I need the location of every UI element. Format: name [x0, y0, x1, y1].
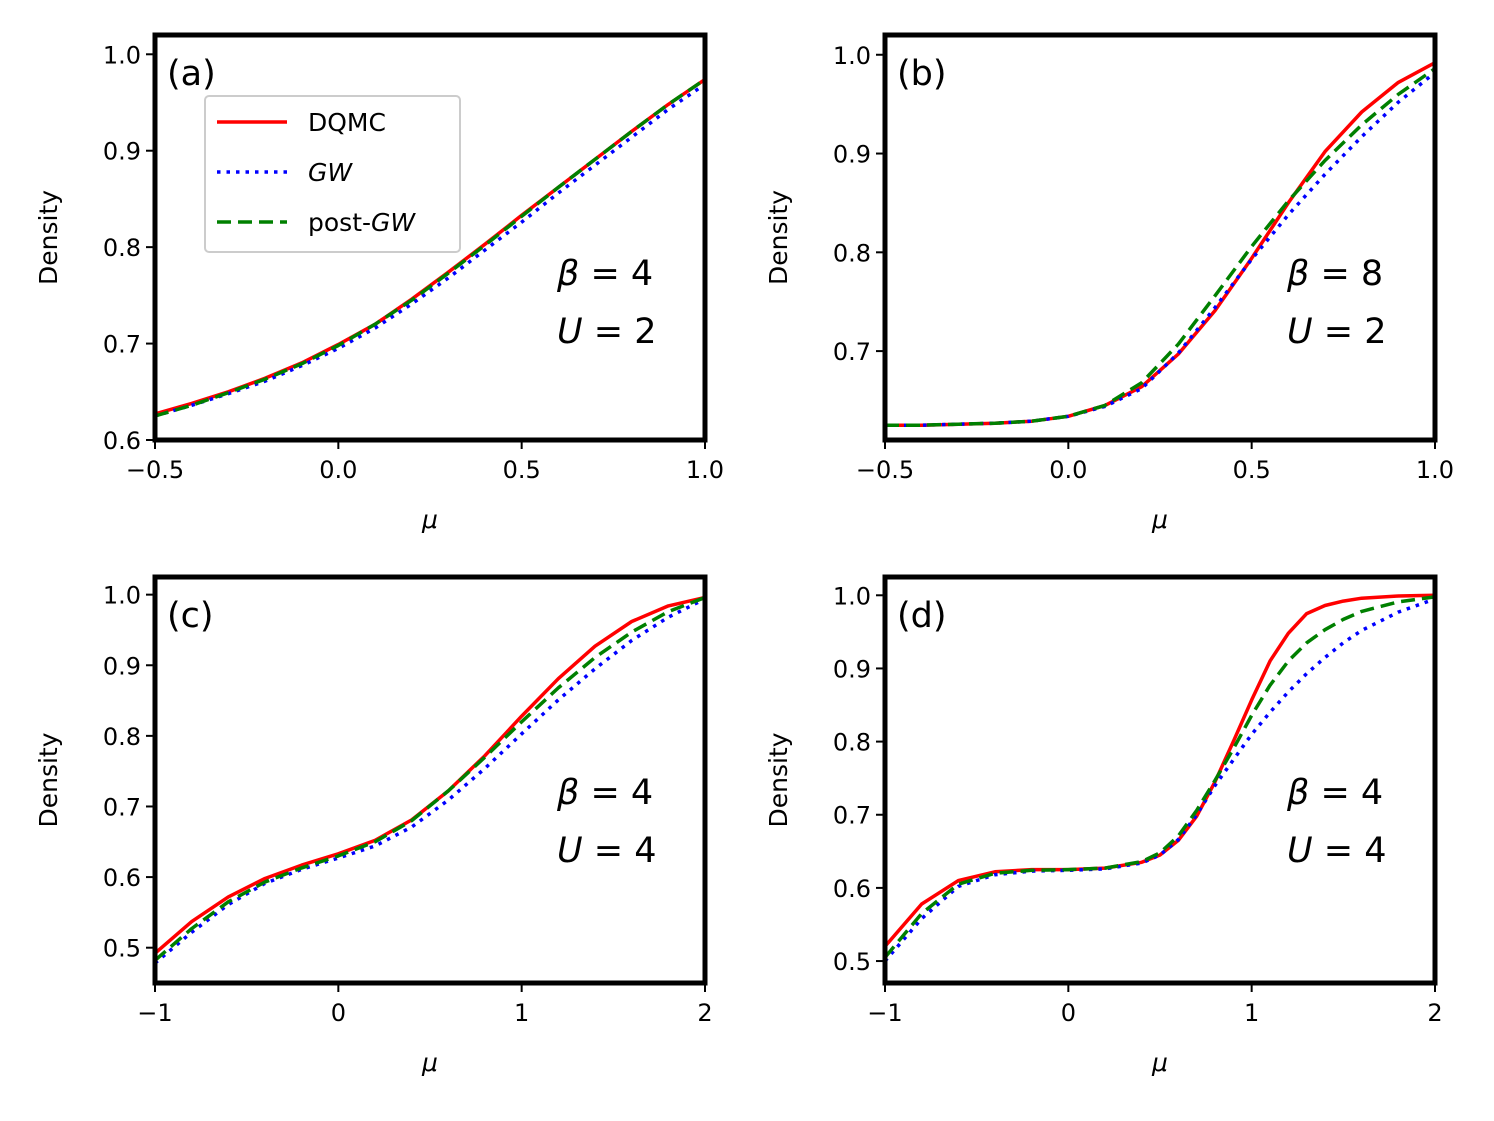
series-group — [885, 61, 1435, 427]
y-tick-label: 1.0 — [103, 582, 141, 610]
annotation-u: U = 4 — [557, 831, 656, 871]
y-tick-label: 0.9 — [833, 655, 871, 683]
y-tick-label: 1.0 — [833, 582, 871, 610]
y-tick-label: 0.8 — [833, 239, 871, 267]
annotation-beta: β = 8 — [1286, 254, 1383, 294]
x-axis-label: μ — [1151, 1048, 1168, 1077]
x-tick-label: −0.5 — [856, 456, 914, 484]
axes-frame — [152, 32, 708, 443]
y-tick-label: 0.9 — [833, 141, 871, 169]
annotation-u: U = 4 — [1287, 831, 1386, 871]
series-line-gw — [885, 71, 1435, 427]
panel-a: −0.5 0.0 0.5 1.0 0.6 0.7 0.8 0.9 1.0 μ Density (a) β… — [34, 32, 724, 534]
x-tick-label: −1 — [137, 999, 172, 1027]
y-tick-label: 0.7 — [833, 338, 871, 366]
y-tick-label: 0.8 — [103, 723, 141, 751]
y-tick-label: 0.7 — [103, 793, 141, 821]
axes-frame — [882, 32, 1438, 443]
y-tick-label: 0.6 — [103, 427, 141, 455]
x-axis-label: μ — [421, 505, 438, 534]
y-axis-label: Density — [764, 190, 793, 285]
x-tick-label: 0.5 — [1233, 456, 1271, 484]
annotation-u: U = 2 — [557, 312, 656, 352]
series-group — [885, 593, 1435, 963]
y-tick-label: 0.7 — [103, 331, 141, 359]
series-line-gw — [155, 597, 705, 965]
series-group — [155, 77, 705, 418]
axes-frame — [152, 574, 708, 986]
x-tick-label: −0.5 — [126, 456, 184, 484]
annotation-beta: β = 4 — [1286, 773, 1383, 813]
x-tick-label: 0.0 — [319, 456, 357, 484]
y-tick-label: 0.5 — [833, 948, 871, 976]
y-tick-label: 0.8 — [833, 729, 871, 757]
y-tick-label: 1.0 — [833, 42, 871, 70]
x-tick-label: 1 — [514, 999, 529, 1027]
x-tick-label: 0 — [331, 999, 346, 1027]
panel-d: −1 0 1 2 0.5 0.6 0.7 0.8 0.9 1.0 μ Density (d) β = 4 U… — [764, 574, 1443, 1077]
y-axis-label: Density — [34, 732, 63, 827]
y-tick-label: 0.6 — [833, 875, 871, 903]
y-tick-label: 0.9 — [103, 652, 141, 680]
legend-label: DQMC — [308, 108, 386, 137]
legend-label: post-GW — [308, 208, 416, 237]
y-tick-label: 0.7 — [833, 802, 871, 830]
y-axis-label: Density — [764, 732, 793, 827]
x-tick-label: 2 — [1427, 999, 1442, 1027]
x-tick-label: 1.0 — [686, 456, 724, 484]
legend: DQMC GW post-GW — [204, 95, 461, 253]
x-tick-label: 1.0 — [1416, 456, 1454, 484]
x-tick-label: 2 — [697, 999, 712, 1027]
panel-label: (d) — [897, 596, 947, 636]
y-tick-label: 1.0 — [103, 41, 141, 69]
annotation-beta: β = 4 — [556, 254, 653, 294]
legend-box — [204, 95, 461, 253]
series-group — [155, 595, 705, 965]
series-line-post-gw — [155, 77, 705, 418]
x-tick-label: 0 — [1061, 999, 1076, 1027]
annotation-u: U = 2 — [1287, 312, 1386, 352]
x-tick-label: 0.0 — [1049, 456, 1087, 484]
panel-label: (c) — [167, 596, 214, 636]
y-axis-label: Density — [34, 190, 63, 285]
x-tick-label: 0.5 — [503, 456, 541, 484]
legend-label: GW — [308, 158, 353, 187]
y-tick-label: 0.8 — [103, 234, 141, 262]
x-axis-label: μ — [421, 1048, 438, 1077]
panel-b: −0.5 0.0 0.5 1.0 0.7 0.8 0.9 1.0 μ Density (b) β = … — [764, 32, 1454, 534]
axes-frame — [882, 574, 1438, 986]
y-tick-label: 0.9 — [103, 138, 141, 166]
panel-label: (b) — [897, 54, 947, 94]
panel-c: −1 0 1 2 0.5 0.6 0.7 0.8 0.9 1.0 μ Density (c) β = 4 U… — [34, 574, 713, 1077]
series-line-post-gw — [885, 67, 1435, 427]
annotation-beta: β = 4 — [556, 773, 653, 813]
panel-label: (a) — [167, 54, 216, 94]
x-tick-label: 1 — [1244, 999, 1259, 1027]
series-line-dqmc — [885, 593, 1435, 948]
x-tick-label: −1 — [867, 999, 902, 1027]
series-line-post-gw — [885, 595, 1435, 959]
y-tick-label: 0.6 — [103, 864, 141, 892]
series-line-post-gw — [155, 595, 705, 962]
x-axis-label: μ — [1151, 505, 1168, 534]
y-tick-label: 0.5 — [103, 935, 141, 963]
